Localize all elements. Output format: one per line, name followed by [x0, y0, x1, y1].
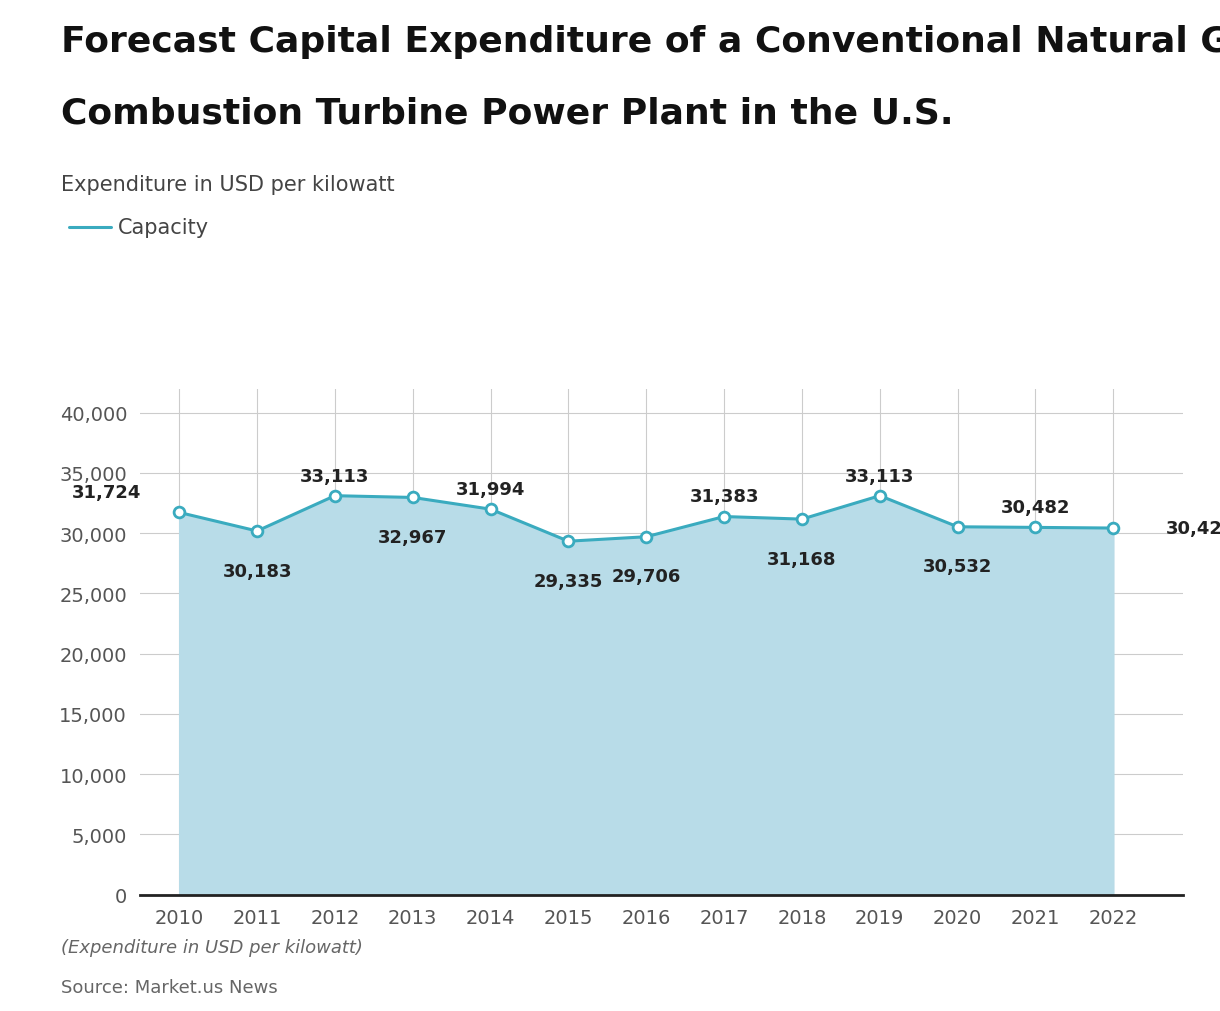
Point: [948, 520, 967, 536]
Text: 33,113: 33,113: [845, 467, 915, 485]
Text: 30,183: 30,183: [222, 562, 292, 580]
Text: (Expenditure in USD per kilowatt): (Expenditure in USD per kilowatt): [61, 938, 362, 956]
Point: [326, 488, 345, 504]
Text: 33,113: 33,113: [300, 467, 370, 485]
Point: [870, 488, 889, 504]
Point: [637, 529, 656, 545]
Text: 30,532: 30,532: [924, 558, 992, 576]
Text: 29,706: 29,706: [611, 568, 681, 585]
Text: Source: Market.us News: Source: Market.us News: [61, 978, 278, 996]
Point: [1104, 521, 1124, 537]
Point: [792, 512, 811, 528]
Text: Combustion Turbine Power Plant in the U.S.: Combustion Turbine Power Plant in the U.…: [61, 96, 954, 130]
Text: 31,994: 31,994: [456, 480, 526, 498]
Text: Forecast Capital Expenditure of a Conventional Natural Gas: Forecast Capital Expenditure of a Conven…: [61, 25, 1220, 60]
Text: 31,168: 31,168: [767, 550, 837, 568]
Point: [481, 501, 500, 518]
Point: [248, 524, 267, 540]
Text: 30,427: 30,427: [1166, 520, 1220, 538]
Text: Capacity: Capacity: [118, 217, 210, 238]
Text: 29,335: 29,335: [534, 572, 603, 590]
Point: [715, 509, 734, 525]
Text: 30,482: 30,482: [1000, 498, 1070, 517]
Point: [170, 504, 189, 521]
Point: [559, 534, 578, 550]
Point: [403, 490, 422, 507]
Text: 31,724: 31,724: [72, 484, 142, 501]
Text: 32,967: 32,967: [378, 529, 448, 547]
Text: 31,383: 31,383: [689, 488, 759, 506]
Point: [1026, 520, 1046, 536]
Text: Expenditure in USD per kilowatt: Expenditure in USD per kilowatt: [61, 175, 394, 195]
